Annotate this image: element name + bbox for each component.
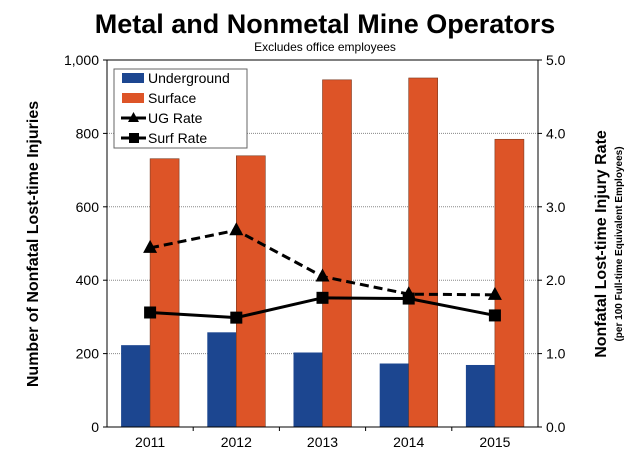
legend-swatch-surface: [122, 93, 144, 103]
legend-label-ug-rate: UG Rate: [148, 110, 203, 126]
legend-marker-ug-rate: [128, 112, 139, 122]
bar-surface: [494, 138, 525, 428]
marker-surf-rate: [402, 292, 415, 305]
marker-ug-rate: [143, 239, 158, 253]
marker-ug-rate: [229, 222, 244, 236]
legend-swatch-underground: [122, 73, 144, 83]
y-tick-label-left: 200: [76, 346, 100, 362]
y-tick-label-right: 4.0: [546, 125, 566, 141]
marker-ug-rate: [315, 268, 330, 282]
y-axis-label-right-sub: (per 100 Full-time Equivalent Employees): [614, 146, 625, 341]
y-tick-label-left: 0: [91, 419, 99, 435]
bar-surface: [408, 77, 439, 428]
plot-frame: [106, 59, 539, 428]
bar-surface: [149, 158, 180, 428]
chart-subtitle: Excludes office employees: [254, 40, 396, 54]
bar-underground: [207, 332, 237, 427]
legend-marker-surf-rate: [129, 133, 139, 143]
marker-ug-rate: [487, 286, 502, 300]
marker-surf-rate: [230, 311, 243, 324]
y-tick-label-left: 800: [76, 125, 100, 141]
y-tick-label-right: 1.0: [546, 346, 566, 362]
legend-label-surf-rate: Surf Rate: [148, 130, 207, 146]
x-tick-label: 2011: [135, 434, 165, 450]
marker-surf-rate: [144, 306, 157, 319]
y-tick-label-left: 1,000: [64, 52, 99, 68]
x-tick-label: 2015: [479, 434, 510, 450]
y-axis-label-right: Nonfatal Lost-time Injury Rate: [593, 130, 610, 358]
legend-label-underground: Underground: [148, 70, 230, 86]
marker-surf-rate: [488, 309, 501, 322]
bar-underground: [379, 363, 409, 427]
y-tick-label-right: 2.0: [546, 272, 566, 288]
bar-underground: [465, 364, 495, 427]
x-tick-label: 2013: [307, 434, 338, 450]
y-tick-label-left: 600: [76, 199, 100, 215]
x-tick-label: 2012: [221, 434, 252, 450]
y-tick-label-right: 0.0: [546, 419, 566, 435]
bar-surface: [236, 155, 266, 428]
y-tick-label-right: 5.0: [546, 52, 566, 68]
y-axis-label-left: Number of Nonfatal Lost-time Injuries: [25, 101, 42, 387]
y-tick-label-left: 400: [76, 272, 100, 288]
chart-title: Metal and Nonmetal Mine Operators: [95, 9, 556, 39]
marker-surf-rate: [316, 291, 329, 304]
x-tick-label: 2014: [393, 434, 424, 450]
y-tick-label-right: 3.0: [546, 199, 566, 215]
legend-label-surface: Surface: [148, 90, 196, 106]
bar-underground: [121, 345, 151, 427]
bar-underground: [293, 352, 323, 427]
bar-surface: [322, 79, 352, 428]
